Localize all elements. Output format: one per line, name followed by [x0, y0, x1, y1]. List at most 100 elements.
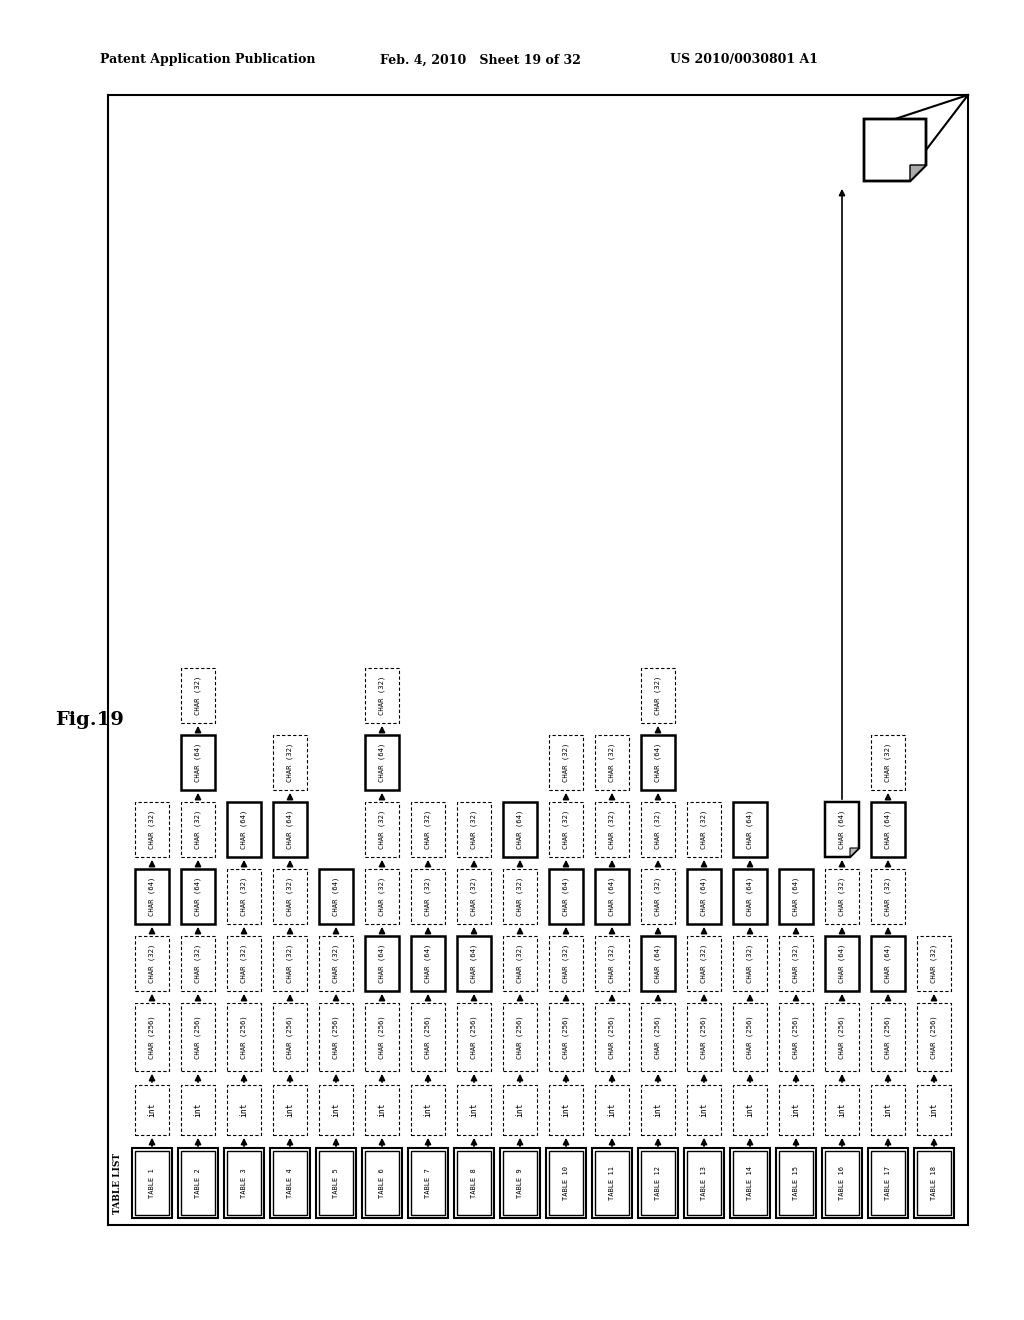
Bar	[408, 1148, 449, 1218]
Text: CHAR (32): CHAR (32)	[839, 876, 845, 916]
Text: CHAR (32): CHAR (32)	[517, 944, 523, 983]
Text: int: int	[286, 1102, 295, 1117]
Bar	[365, 1003, 399, 1071]
Bar	[503, 803, 537, 857]
Text: CHAR (32): CHAR (32)	[241, 944, 247, 983]
Text: Feb. 4, 2010   Sheet 19 of 32: Feb. 4, 2010 Sheet 19 of 32	[380, 54, 581, 66]
Bar	[641, 668, 675, 723]
Text: CHAR (32): CHAR (32)	[885, 743, 891, 783]
Bar	[687, 936, 721, 991]
Text: int: int	[469, 1102, 478, 1117]
Bar	[871, 803, 905, 857]
Bar	[733, 803, 767, 857]
Bar	[503, 869, 537, 924]
Text: CHAR (256): CHAR (256)	[931, 1015, 937, 1059]
Text: TABLE 18: TABLE 18	[931, 1166, 937, 1200]
Bar	[871, 1003, 905, 1071]
Bar	[457, 869, 490, 924]
Bar	[503, 1151, 537, 1214]
Text: CHAR (256): CHAR (256)	[471, 1015, 477, 1059]
Text: int: int	[930, 1102, 939, 1117]
Bar	[365, 869, 399, 924]
Bar	[733, 1151, 767, 1214]
Polygon shape	[864, 119, 926, 181]
Bar	[779, 936, 813, 991]
Text: int: int	[653, 1102, 663, 1117]
Text: TABLE 1: TABLE 1	[150, 1168, 155, 1197]
Text: CHAR (32): CHAR (32)	[425, 876, 431, 916]
Text: CHAR (64): CHAR (64)	[148, 876, 156, 916]
Bar	[135, 869, 169, 924]
Bar	[181, 668, 215, 723]
Bar	[365, 1085, 399, 1135]
Text: TABLE 7: TABLE 7	[425, 1168, 431, 1197]
Text: CHAR (256): CHAR (256)	[746, 1015, 754, 1059]
Bar	[135, 936, 169, 991]
Bar	[454, 1148, 494, 1218]
Text: CHAR (64): CHAR (64)	[793, 876, 800, 916]
Bar	[503, 1085, 537, 1135]
Bar	[687, 869, 721, 924]
Bar	[733, 1003, 767, 1071]
Text: CHAR (64): CHAR (64)	[654, 944, 662, 983]
Text: int: int	[147, 1102, 157, 1117]
Text: int: int	[515, 1102, 524, 1117]
Bar	[457, 1003, 490, 1071]
Bar	[918, 1085, 951, 1135]
Bar	[181, 803, 215, 857]
Bar	[779, 1151, 813, 1214]
Text: int: int	[699, 1102, 709, 1117]
Bar	[181, 735, 215, 789]
Bar	[641, 936, 675, 991]
Bar	[825, 936, 859, 991]
Text: CHAR (64): CHAR (64)	[195, 743, 202, 783]
Bar	[871, 936, 905, 991]
Text: int: int	[332, 1102, 341, 1117]
Bar	[871, 1151, 905, 1214]
Bar	[411, 1003, 445, 1071]
Text: CHAR (64): CHAR (64)	[885, 944, 891, 983]
Bar	[549, 803, 583, 857]
Bar	[457, 936, 490, 991]
Bar	[227, 936, 261, 991]
Text: Fig.19: Fig.19	[55, 711, 124, 729]
Bar	[595, 869, 629, 924]
Bar	[273, 869, 307, 924]
Text: CHAR (64): CHAR (64)	[654, 743, 662, 783]
Text: TABLE 8: TABLE 8	[471, 1168, 477, 1197]
Bar	[641, 1151, 675, 1214]
Text: CHAR (32): CHAR (32)	[793, 944, 800, 983]
Bar	[641, 1003, 675, 1071]
Text: CHAR (32): CHAR (32)	[471, 809, 477, 849]
Text: CHAR (32): CHAR (32)	[608, 743, 615, 783]
Text: CHAR (32): CHAR (32)	[195, 809, 202, 849]
Text: CHAR (256): CHAR (256)	[148, 1015, 156, 1059]
Text: CHAR (32): CHAR (32)	[195, 944, 202, 983]
Bar	[319, 936, 353, 991]
Bar	[733, 936, 767, 991]
Bar	[227, 1085, 261, 1135]
Text: CHAR (32): CHAR (32)	[517, 876, 523, 916]
Bar	[825, 1151, 859, 1214]
Bar	[135, 1003, 169, 1071]
Text: TABLE 4: TABLE 4	[287, 1168, 293, 1197]
Bar	[319, 1003, 353, 1071]
Bar	[687, 1151, 721, 1214]
Text: CHAR (32): CHAR (32)	[563, 809, 569, 849]
Text: TABLE 5: TABLE 5	[333, 1168, 339, 1197]
Text: TABLE 17: TABLE 17	[885, 1166, 891, 1200]
Bar	[181, 1003, 215, 1071]
Text: CHAR (64): CHAR (64)	[839, 809, 845, 849]
Polygon shape	[910, 165, 926, 181]
Bar	[273, 803, 307, 857]
Text: US 2010/0030801 A1: US 2010/0030801 A1	[670, 54, 818, 66]
Text: TABLE 10: TABLE 10	[563, 1166, 569, 1200]
Bar	[227, 1151, 261, 1214]
Bar	[135, 1151, 169, 1214]
Text: CHAR (256): CHAR (256)	[885, 1015, 891, 1059]
Text: CHAR (32): CHAR (32)	[654, 809, 662, 849]
Text: CHAR (256): CHAR (256)	[700, 1015, 708, 1059]
Text: CHAR (64): CHAR (64)	[885, 809, 891, 849]
Bar	[595, 1151, 629, 1214]
Bar	[411, 1151, 445, 1214]
